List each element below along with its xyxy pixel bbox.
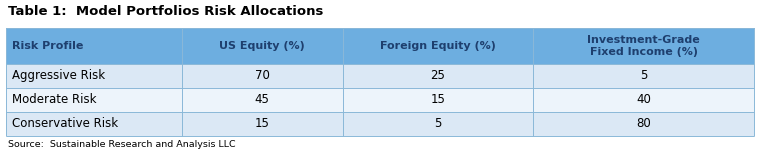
Text: 40: 40 [636, 93, 651, 106]
Text: Table 1:  Model Portfolios Risk Allocations: Table 1: Model Portfolios Risk Allocatio… [8, 5, 324, 18]
Text: Moderate Risk: Moderate Risk [12, 93, 97, 106]
Bar [6, 28, 754, 64]
Bar [6, 64, 754, 88]
Text: Foreign Equity (%): Foreign Equity (%) [380, 41, 496, 51]
Text: 25: 25 [430, 69, 445, 82]
Text: 5: 5 [434, 117, 442, 130]
Text: 15: 15 [255, 117, 270, 130]
Text: Conservative Risk: Conservative Risk [12, 117, 119, 130]
Text: 15: 15 [430, 93, 445, 106]
Text: Risk Profile: Risk Profile [12, 41, 84, 51]
Text: 5: 5 [640, 69, 648, 82]
Text: Investment-Grade
Fixed Income (%): Investment-Grade Fixed Income (%) [587, 35, 700, 57]
Text: 80: 80 [636, 117, 651, 130]
Bar [6, 88, 754, 112]
Text: 70: 70 [255, 69, 270, 82]
Text: US Equity (%): US Equity (%) [220, 41, 305, 51]
Bar [6, 112, 754, 136]
Text: Source:  Sustainable Research and Analysis LLC: Source: Sustainable Research and Analysi… [8, 140, 236, 149]
Text: 45: 45 [255, 93, 270, 106]
Text: Aggressive Risk: Aggressive Risk [12, 69, 106, 82]
